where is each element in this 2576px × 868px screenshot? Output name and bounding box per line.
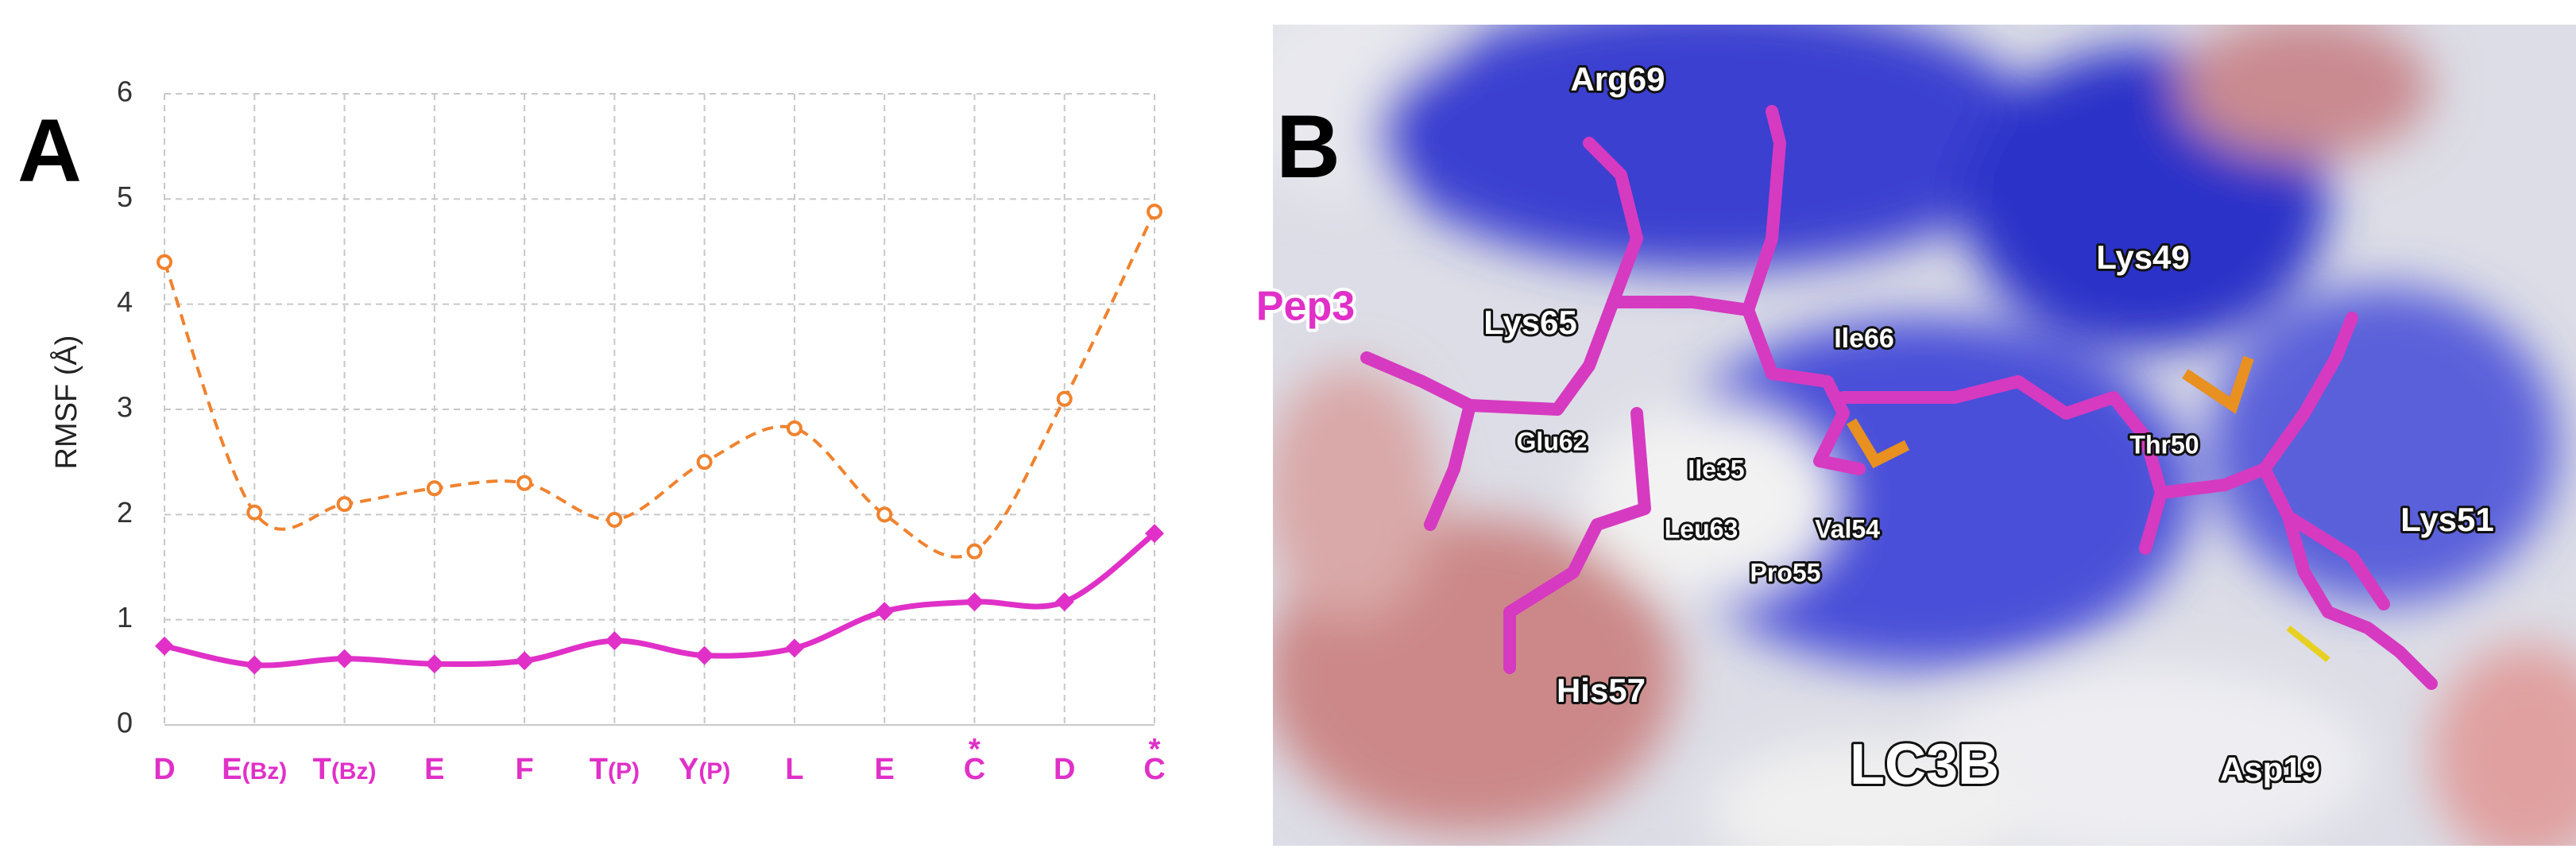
x-tick-label: Y(P) bbox=[679, 753, 730, 786]
x-tick-label: C bbox=[1143, 753, 1165, 786]
y-tick-label: 2 bbox=[117, 496, 133, 529]
x-tick-label: L bbox=[785, 753, 803, 786]
category-subscript: (P) bbox=[698, 758, 730, 785]
phosphate-sticks bbox=[1846, 355, 2254, 469]
residue-label: Leu63 bbox=[1665, 514, 1738, 543]
marker bbox=[245, 655, 265, 675]
marker bbox=[515, 651, 535, 671]
category-letter: C bbox=[1143, 753, 1165, 786]
residue-label: Lys65 bbox=[1483, 304, 1577, 341]
series-line bbox=[163, 211, 1156, 559]
marker bbox=[875, 602, 895, 622]
residue-label: LC3B bbox=[1850, 733, 1999, 796]
residue-label: Ile35 bbox=[1688, 455, 1744, 483]
marker bbox=[426, 480, 443, 497]
marker bbox=[696, 454, 713, 471]
marker bbox=[1145, 524, 1164, 544]
category-letter: Y bbox=[679, 753, 698, 786]
marker bbox=[1054, 592, 1074, 612]
panel-letter: B bbox=[1276, 97, 1340, 196]
category-mark: * bbox=[969, 733, 981, 766]
y-tick-label: 1 bbox=[117, 601, 133, 634]
marker bbox=[606, 511, 623, 528]
marker bbox=[335, 649, 354, 668]
marker bbox=[516, 475, 533, 491]
x-tick-label: F bbox=[515, 753, 533, 786]
x-tick-label: E(Bz) bbox=[222, 753, 287, 786]
category-letter: E bbox=[222, 753, 242, 786]
structure-image bbox=[1273, 25, 2576, 846]
marker bbox=[965, 592, 984, 612]
residue-label: Ile66 bbox=[1834, 324, 1894, 354]
category-letter: E bbox=[424, 753, 444, 786]
category-letter: T bbox=[313, 753, 331, 786]
surface-charge bbox=[1273, 25, 2576, 846]
peptide-sticks bbox=[1360, 105, 2438, 690]
category-subscript: (Bz) bbox=[242, 758, 288, 785]
residue-label: Lys49 bbox=[2096, 238, 2190, 276]
marker bbox=[246, 504, 263, 521]
x-tick-label: E bbox=[424, 753, 444, 786]
marker bbox=[876, 506, 893, 523]
marker bbox=[157, 254, 172, 270]
marker bbox=[605, 631, 625, 651]
category-letter: E bbox=[875, 753, 895, 786]
residue-label: His57 bbox=[1557, 672, 1646, 709]
residue-label: Thr50 bbox=[2129, 430, 2199, 459]
residue-labels: Arg69 Pep3 Lys65 Ile66 Lys49 Glu62 Thr50 Ile35 L… bbox=[1253, 58, 2497, 799]
y-tick-label: 5 bbox=[117, 180, 133, 213]
residue-label: Pro55 bbox=[1750, 558, 1821, 587]
marker bbox=[424, 654, 444, 674]
category-letter: C bbox=[964, 753, 985, 786]
y-tick-label: 0 bbox=[117, 707, 133, 739]
marker bbox=[784, 638, 804, 658]
category-mark: * bbox=[1149, 733, 1161, 766]
marker bbox=[1056, 390, 1073, 407]
x-tick-label: D bbox=[153, 753, 175, 786]
marker bbox=[966, 543, 983, 560]
category-subscript: (Bz) bbox=[331, 758, 377, 785]
y-tick-label: 6 bbox=[117, 76, 133, 108]
residue-label: Val54 bbox=[1815, 514, 1880, 543]
marker bbox=[694, 645, 714, 665]
residue-label: Glu62 bbox=[1517, 427, 1588, 455]
panel-letter: A bbox=[17, 101, 82, 200]
residue-label: Lys51 bbox=[2400, 501, 2494, 538]
category-letter: T bbox=[590, 753, 608, 786]
x-tick-label: T(Bz) bbox=[313, 753, 377, 786]
y-tick-label: 4 bbox=[117, 285, 133, 318]
category-letter: D bbox=[1054, 753, 1075, 786]
marker bbox=[786, 420, 803, 436]
y-axis-label: RMSF (Å) bbox=[48, 335, 83, 470]
x-tick-label: E bbox=[875, 753, 895, 786]
x-tick-label: C bbox=[964, 753, 985, 786]
marker bbox=[336, 496, 353, 513]
marker bbox=[155, 636, 174, 656]
x-tick-label: D bbox=[1054, 753, 1075, 786]
marker bbox=[1147, 203, 1162, 220]
y-tick-label: 3 bbox=[117, 391, 133, 424]
ligand-sulfur bbox=[2286, 625, 2330, 663]
residue-label: Arg69 bbox=[1570, 60, 1665, 98]
category-letter: F bbox=[515, 753, 533, 786]
category-letter: L bbox=[785, 753, 803, 786]
residue-label: Asp19 bbox=[2220, 750, 2320, 788]
category-subscript: (P) bbox=[608, 758, 640, 785]
category-letter: D bbox=[153, 753, 175, 786]
residue-label: Pep3 bbox=[1256, 284, 1355, 330]
series-line bbox=[164, 531, 1157, 668]
x-tick-label: T(P) bbox=[590, 753, 640, 786]
